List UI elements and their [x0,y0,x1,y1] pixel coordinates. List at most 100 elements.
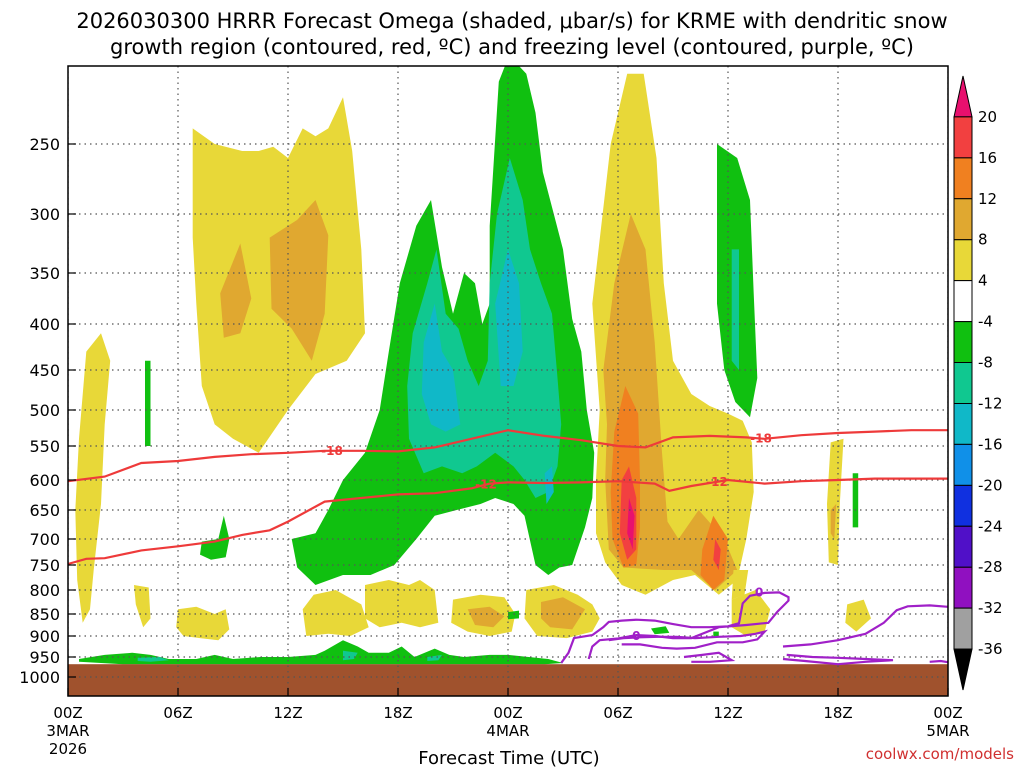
svg-text:0: 0 [755,585,763,599]
omega-region-33 [852,473,859,528]
dgz-contour-label-1-1: -12 [706,475,728,489]
plot-area: -18 -18 -12 -12 0 0 [67,65,949,697]
omega-region-19 [467,606,505,628]
colorbar-tick-label-7: -12 [978,394,1003,412]
omega-region-9 [713,539,721,570]
colorbar-bin-11 [953,525,973,568]
x-tick-label-48: 00Z [933,704,962,722]
omega-region-2 [220,243,252,338]
colorbar-tick-label-0: 20 [978,108,997,126]
y-tick-label-550: 550 [29,437,60,456]
x-tick-label-36: 12Z [713,704,742,722]
colorbar-bin-10 [953,484,973,527]
contour-layer: -18 -18 -12 -12 0 0 [68,429,948,666]
colorbar-tick-label-4: 4 [978,272,988,290]
colorbar-bin-2 [953,157,973,200]
freezing-contour-3 [782,604,948,648]
y-tick-label-250: 250 [29,135,60,154]
x-tick-label-30: 06Z [603,704,632,722]
svg-text:-12: -12 [706,475,728,489]
omega-region-23 [845,599,871,632]
y-axis: 250 300 350 400 450 500 550 600 650 700 750 800 850 9… [19,135,76,687]
colorbar-tick-label-8: -16 [978,435,1003,453]
omega-region-17 [365,580,439,628]
x-tick-date-48: 5MAR [926,722,969,740]
colorbar-bin-12 [953,566,973,609]
colorbar-tick-label-5: -4 [978,313,993,331]
colorbar-bin-4 [953,239,973,282]
y-tick-label-350: 350 [29,264,60,283]
chart-title-line2: growth region (contoured, red, ºC) and f… [110,35,914,59]
freezing-contour-label-1: 0 [632,629,640,643]
colorbar-tick-label-13: -36 [978,640,1003,658]
colorbar-tick-label-6: -8 [978,354,993,372]
dgz-contour-label-0-1: -18 [750,432,772,446]
chart-title-line1: 2026030300 HRRR Forecast Omega (shaded, … [76,9,947,33]
omega-region-35 [651,626,670,635]
colorbar-bin-14 [953,648,973,691]
omega-region-16 [302,590,369,636]
x-tick-label-12: 12Z [273,704,302,722]
freezing-contour-label-0: 0 [755,585,763,599]
y-tick-label-300: 300 [29,205,60,224]
y-tick-label-950: 950 [29,648,60,667]
freezing-contour-5 [929,659,948,664]
omega-region-3 [269,200,329,361]
svg-text:-12: -12 [475,478,497,492]
y-tick-label-500: 500 [29,401,60,420]
y-tick-label-450: 450 [29,361,60,380]
omega-region-10 [627,498,635,550]
omega-region-14 [134,585,151,628]
x-tick-label-24: 00Z [493,704,522,722]
x-tick-label-0: 00Z [53,704,82,722]
colorbar: 20 16 12 8 4 -4 -8 -12 -16 -20 -24 -28 -32 -36 [953,75,1003,691]
omega-region-29 [495,249,523,386]
omega-region-21 [541,597,585,630]
omega-region-25 [200,515,230,560]
colorbar-tick-label-10: -24 [978,517,1003,535]
colorbar-bin-1 [953,116,973,159]
dgz-contour-1 [68,477,948,566]
omega-region-32 [731,249,739,370]
y-tick-label-850: 850 [29,605,60,624]
x-tick-date-0: 3MAR [46,722,89,740]
x-tick-year-0: 2026 [49,740,87,758]
y-tick-label-750: 750 [29,556,60,575]
freezing-contour-1 [608,629,769,650]
omega-region-34 [508,610,519,620]
omega-region-15 [176,606,230,641]
colorbar-bin-13 [953,607,973,650]
y-tick-label-700: 700 [29,530,60,549]
omega-region-12 [731,570,749,600]
omega-region-38 [137,657,169,662]
y-tick-label-400: 400 [29,315,60,334]
x-tick-date-24: 4MAR [486,722,529,740]
omega-region-24 [145,360,151,446]
x-axis-label: Forecast Time (UTC) [418,748,599,768]
colorbar-tick-label-3: 8 [978,231,988,249]
y-tick-label-650: 650 [29,501,60,520]
colorbar-bin-0 [953,75,973,118]
y-tick-label-900: 900 [29,627,60,646]
freezing-contour-2 [683,651,736,663]
colorbar-tick-label-11: -28 [978,558,1003,576]
omega-region-28 [421,303,461,432]
colorbar-tick-label-9: -20 [978,476,1003,494]
colorbar-bin-5 [953,280,973,323]
dgz-contour-label-1-0: -12 [475,478,497,492]
omega-shading-layer [75,66,871,665]
colorbar-tick-label-1: 16 [978,149,997,167]
model-credit[interactable]: coolwx.com/models [866,745,1014,763]
colorbar-bin-6 [953,321,973,364]
grid-layer [68,66,948,696]
x-tick-label-6: 06Z [163,704,192,722]
x-tick-label-42: 18Z [823,704,852,722]
colorbar-tick-label-2: 12 [978,190,997,208]
dgz-contour-0 [68,429,948,483]
colorbar-bin-9 [953,443,973,486]
omega-region-30 [544,466,554,504]
y-tick-label-800: 800 [29,581,60,600]
omega-region-37 [79,640,563,665]
